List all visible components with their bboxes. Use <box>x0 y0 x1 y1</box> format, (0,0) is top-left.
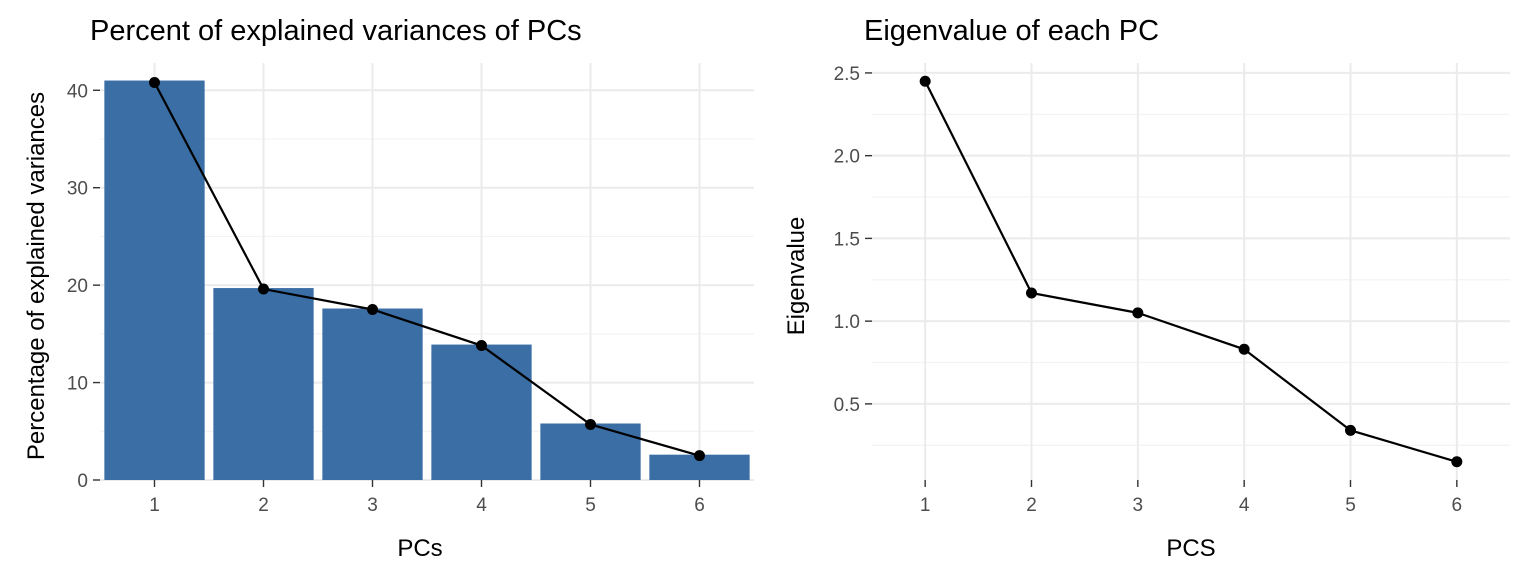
bars <box>104 80 750 480</box>
data-point <box>1132 307 1144 319</box>
y-tick-label: 40 <box>67 81 88 102</box>
x-axis-label: PCS <box>1166 535 1215 562</box>
y-tick-label: 20 <box>67 276 88 297</box>
x-tick-label: 2 <box>1026 495 1037 516</box>
series-line <box>153 81 700 457</box>
chart-title: Percent of explained variances of PCs <box>90 15 582 47</box>
series-line-path <box>153 81 700 457</box>
data-point <box>367 303 378 315</box>
x-axis: 1 2 3 4 5 6 <box>149 480 705 516</box>
y-tick-label: 30 <box>67 179 88 200</box>
y-tick-label: 2.0 <box>834 147 860 168</box>
x-tick-label: 3 <box>367 495 378 516</box>
y-tick-label: 2.5 <box>834 64 860 85</box>
x-tick-label: 4 <box>476 495 487 516</box>
x-tick-label: 5 <box>585 495 596 516</box>
x-axis-label: PCs <box>397 535 442 562</box>
eigenvalue-chart: Eigenvalue of each PC PCS Eigenvalue 0.5… <box>783 15 1510 562</box>
data-point <box>585 418 596 430</box>
y-axis-label: Percentage of explained variances <box>23 92 50 460</box>
data-point <box>694 450 705 462</box>
y-tick-label: 10 <box>67 374 88 395</box>
y-tick-label: 1.0 <box>834 312 860 333</box>
data-point <box>919 75 931 87</box>
chart-title: Eigenvalue of each PC <box>864 15 1159 47</box>
x-tick-label: 5 <box>1345 495 1356 516</box>
y-tick-label: 0.5 <box>834 395 860 416</box>
y-axis: 0 10 20 30 40 <box>67 81 100 492</box>
y-tick-label: 1.5 <box>834 229 860 250</box>
points <box>919 75 1463 468</box>
bar <box>540 423 641 480</box>
y-tick-label: 0 <box>77 471 88 492</box>
x-tick-label: 6 <box>694 495 705 516</box>
x-tick-label: 1 <box>149 495 160 516</box>
bar <box>322 308 423 480</box>
data-point <box>476 340 487 352</box>
bar <box>104 80 205 480</box>
x-tick-label: 3 <box>1133 495 1144 516</box>
x-tick-label: 4 <box>1239 495 1250 516</box>
data-point <box>1238 343 1250 355</box>
data-point <box>1345 424 1356 436</box>
data-point <box>149 76 160 88</box>
y-axis: 0.5 1.0 1.5 2.0 2.5 <box>834 64 872 416</box>
data-point <box>1451 456 1463 468</box>
explained-variance-chart: Percent of explained variances of PCs PC… <box>23 15 754 562</box>
bar <box>213 288 314 480</box>
x-axis: 1 2 3 4 5 6 <box>920 480 1462 516</box>
grid <box>872 63 1510 480</box>
data-point <box>258 283 269 295</box>
bar <box>431 344 532 480</box>
series-line <box>924 80 1458 463</box>
data-point <box>1026 287 1037 299</box>
series-line-path <box>924 80 1458 463</box>
x-tick-label: 6 <box>1452 495 1463 516</box>
x-tick-label: 1 <box>920 495 931 516</box>
x-tick-label: 2 <box>258 495 269 516</box>
y-axis-label: Eigenvalue <box>783 217 810 336</box>
points <box>149 76 705 462</box>
